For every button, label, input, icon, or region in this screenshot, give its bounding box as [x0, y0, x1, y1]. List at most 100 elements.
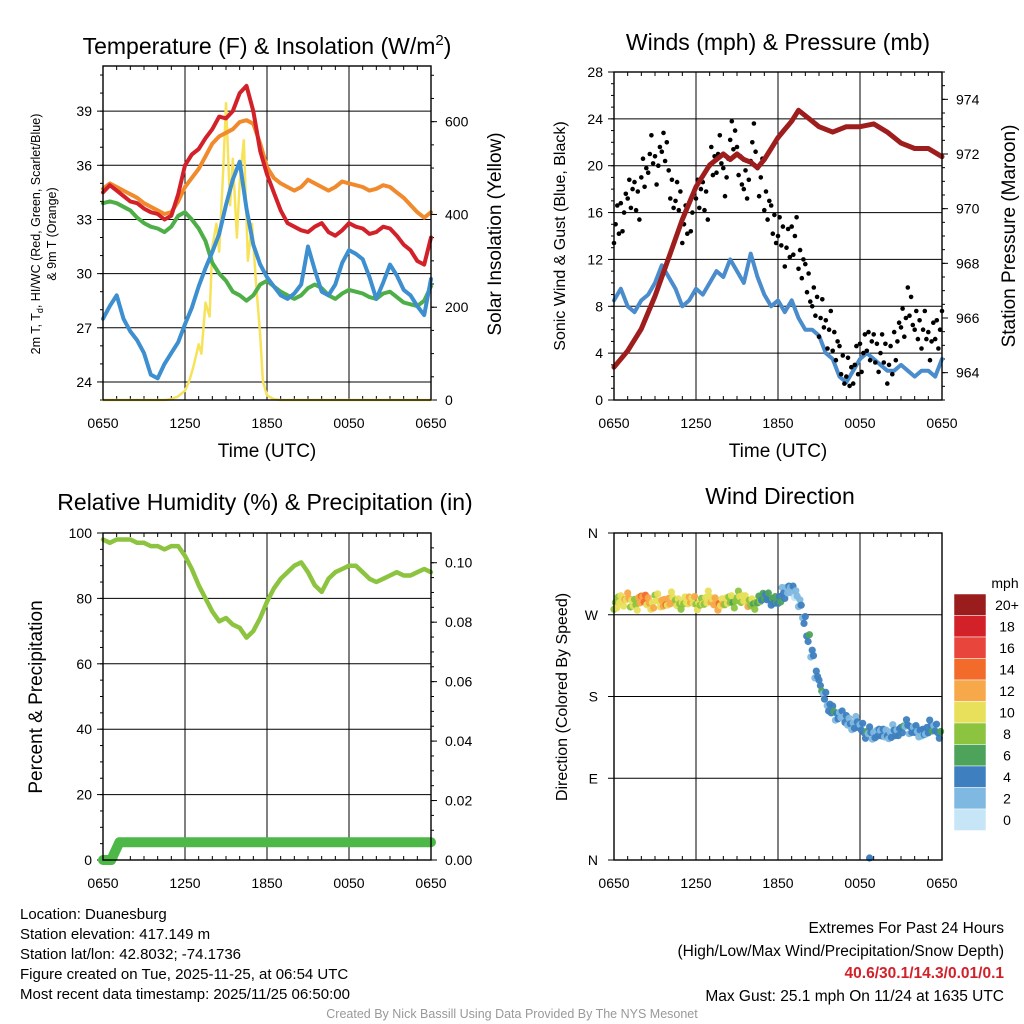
- gust-point: [857, 341, 863, 347]
- extremes-title: Extremes For Past 24 Hours: [808, 920, 1004, 937]
- gust-point: [661, 130, 666, 136]
- direction-point: [734, 587, 743, 595]
- x-tick-label: 0050: [844, 875, 875, 891]
- gust-point: [772, 212, 777, 218]
- gust-point: [652, 154, 658, 159]
- y2-tick-label: 972: [956, 146, 980, 162]
- direction-point: [711, 594, 719, 602]
- legend-swatch: [953, 593, 987, 616]
- direction-point: [808, 646, 816, 654]
- gust-point: [645, 170, 651, 175]
- gust-point: [915, 336, 921, 342]
- x-tick-label: 0650: [415, 875, 446, 891]
- legend-label: 18: [999, 619, 1015, 635]
- direction-point: [654, 590, 662, 598]
- y-axis-label-line2: & 9m T (Orange): [45, 187, 59, 280]
- x-tick-label: 0650: [926, 875, 957, 891]
- y2-tick-label: 966: [956, 310, 980, 326]
- gust-point: [832, 329, 837, 335]
- gust-point: [746, 177, 752, 183]
- station-location: Location: Duanesburg: [20, 906, 167, 923]
- y-tick-label: 27: [76, 320, 92, 336]
- direction-point: [820, 695, 829, 703]
- gust-point: [785, 226, 791, 232]
- gust-point: [647, 151, 653, 157]
- gust-point: [842, 381, 847, 386]
- legend-swatch: [953, 615, 987, 638]
- series-pressure-line: [611, 107, 945, 370]
- direction-point: [633, 606, 641, 614]
- legend-swatch: [953, 765, 987, 788]
- gust-point: [900, 306, 905, 311]
- direction-point: [816, 682, 825, 690]
- gust-point: [850, 381, 856, 386]
- gust-point: [784, 245, 789, 250]
- y2-tick-label: 964: [956, 365, 980, 381]
- series-rh-line: [100, 537, 434, 640]
- gust-point: [920, 327, 926, 333]
- x-tick-label: 0650: [598, 875, 629, 891]
- gust-point: [847, 383, 852, 389]
- direction-point: [800, 619, 808, 628]
- y-tick-label: 8: [595, 298, 603, 314]
- gust-point: [845, 355, 851, 361]
- gust-point: [657, 144, 663, 150]
- direction-point: [866, 723, 874, 731]
- direction-point: [932, 720, 941, 728]
- y-tick-label: 0: [595, 392, 603, 408]
- gust-point: [697, 205, 702, 211]
- gust-point: [731, 147, 736, 152]
- gust-point: [871, 332, 876, 337]
- gust-point: [924, 336, 929, 342]
- x-tick-label: 1850: [251, 415, 282, 431]
- y2-tick-label: 600: [445, 114, 469, 130]
- y2-tick-label: 400: [445, 206, 469, 222]
- y-tick-label: 30: [76, 266, 92, 282]
- gust-point: [659, 149, 665, 154]
- chart-title-temperature: Temperature (F) & Insolation (W/m2): [83, 32, 452, 59]
- gust-point: [797, 247, 803, 253]
- gust-point: [891, 329, 897, 335]
- gust-point: [698, 186, 704, 192]
- y2-tick-label: 0: [445, 392, 453, 408]
- gust-point: [821, 325, 827, 330]
- gust-point: [922, 308, 928, 314]
- gust-point: [849, 364, 854, 370]
- gust-point: [662, 158, 668, 164]
- gust-point: [685, 231, 690, 236]
- y-tick-label: 36: [76, 157, 92, 173]
- y-axis-label: 2m T, Td, HI/WC (Red, Green, Scarlet/Blu…: [29, 114, 45, 355]
- direction-point: [829, 702, 837, 710]
- gust-point: [621, 210, 627, 215]
- direction-point: [792, 587, 800, 595]
- y-tick-label: S: [589, 689, 598, 705]
- gust-point: [818, 315, 823, 321]
- legend-label: 8: [1003, 726, 1011, 742]
- gust-point: [855, 371, 861, 377]
- y2-axis-label: Solar Insolation (Yellow): [485, 132, 506, 335]
- gust-point: [753, 149, 758, 154]
- station-info: Location: Duanesburg Station elevation: …: [20, 905, 350, 1005]
- y-tick-label: 39: [76, 103, 92, 119]
- gust-point: [666, 168, 671, 173]
- gust-point: [898, 325, 904, 330]
- gust-point: [886, 362, 892, 368]
- gust-point: [688, 229, 694, 234]
- gust-point: [625, 196, 630, 201]
- x-tick-label: 1250: [680, 875, 711, 891]
- gust-point: [724, 175, 729, 180]
- direction-point: [781, 594, 789, 603]
- y-axis-label: Direction (Colored By Speed): [554, 593, 571, 801]
- gust-point: [864, 348, 870, 354]
- gust-point: [710, 172, 716, 178]
- x-axis-label: Time (UTC): [729, 441, 828, 462]
- y-tick-label: 60: [76, 656, 92, 672]
- gust-point: [809, 304, 815, 309]
- y2-tick-label: 0.10: [445, 555, 472, 571]
- y2-tick-label: 0.02: [445, 793, 472, 809]
- gust-point: [893, 357, 899, 363]
- direction-point: [801, 613, 809, 621]
- gust-point: [881, 360, 887, 365]
- gust-point: [885, 381, 890, 386]
- gust-point: [937, 327, 943, 333]
